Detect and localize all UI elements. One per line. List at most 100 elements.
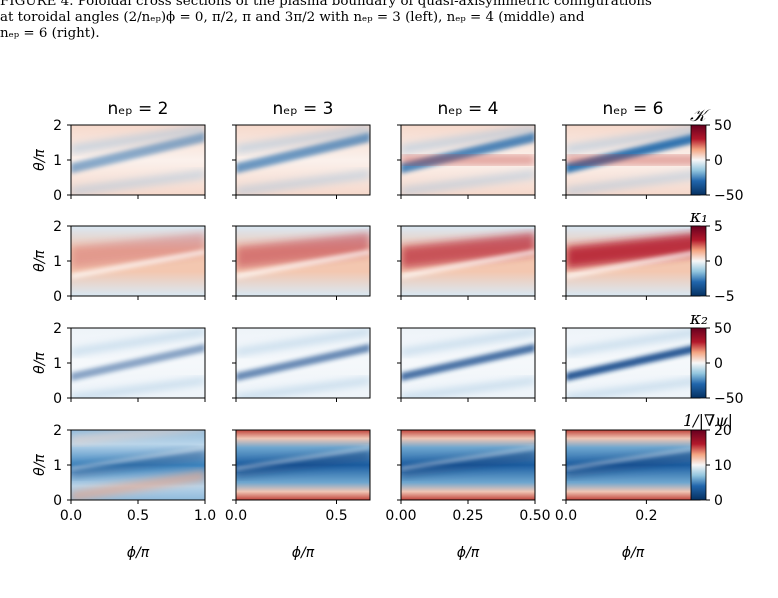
heatmap-panel-r3-c3: [401, 328, 535, 398]
heatmap-panel-r2-c3: [401, 226, 535, 296]
colorbar-quantity-label: κ₁: [689, 207, 708, 227]
colorbar-tick-label: 10: [714, 458, 732, 474]
deep-streak: [71, 448, 205, 478]
heatmap-panel-r2-c1: [71, 226, 205, 296]
colorbar-tick-label: 20: [714, 423, 732, 439]
y-axis-label: θ/π: [32, 250, 48, 272]
y-tick-label: 1: [53, 153, 62, 169]
deep-streak: [236, 448, 370, 478]
heatmap-panel-r4-c3: [401, 430, 535, 500]
heatmap-panel-r2-c4: [566, 226, 700, 296]
caption-line-3: nₑₚ = 6 (right).: [0, 26, 100, 41]
zero-line: [236, 249, 370, 279]
colorbar-tick-label: −50: [714, 188, 744, 204]
negative-streak: [236, 343, 370, 381]
faint-streak: [566, 170, 700, 195]
column-title: nₑₚ = 3: [272, 99, 333, 119]
faint-streak: [236, 170, 370, 195]
colorbar-tick-label: 0: [714, 153, 723, 169]
faint-streak: [401, 125, 535, 154]
faint-streak: [401, 377, 535, 398]
faint-streak: [566, 328, 700, 356]
deep-streak: [401, 448, 535, 478]
column-title: nₑₚ = 6: [602, 99, 663, 119]
faint-streak: [71, 430, 205, 445]
positive-streak: [566, 155, 700, 165]
colorbar-tick-label: −50: [714, 391, 744, 407]
colorbar-quantity-label: 1/|∇ψ|: [683, 411, 733, 430]
white-ridge: [71, 446, 205, 470]
faint-streak: [71, 125, 205, 154]
positive-region: [566, 232, 700, 269]
faint-streak: [236, 377, 370, 398]
heatmap-panel-r2-c2: [236, 226, 370, 296]
heatmap-panel-r1-c4: [566, 125, 700, 195]
white-ridge: [401, 446, 535, 470]
negative-streak: [71, 343, 205, 381]
zero-line: [566, 249, 700, 279]
y-tick-label: 1: [53, 458, 62, 474]
y-tick-label: 2: [53, 219, 62, 235]
colorbar: [690, 124, 707, 196]
figure-caption: FIGURE 4. Poloidal cross sections of the…: [0, 0, 778, 42]
heatmap-panel-r3-c2: [236, 328, 370, 398]
y-tick-label: 0: [53, 493, 62, 509]
colorbar: [690, 327, 707, 399]
heatmap-panel-r4-c4: [566, 430, 700, 500]
deep-streak: [566, 448, 700, 478]
caption-line-2: at toroidal angles (2/nₑₚ)ϕ = 0, π/2, π …: [0, 10, 585, 25]
y-tick-label: 1: [53, 356, 62, 372]
y-tick-label: 1: [53, 254, 62, 270]
heatmap-panel-r4-c1: [71, 430, 205, 500]
positive-streak: [71, 470, 205, 500]
x-tick-label: 0.0: [60, 508, 82, 524]
faint-streak: [71, 170, 205, 195]
y-axis-label: θ/π: [32, 352, 48, 374]
x-tick-label: 0.5: [127, 508, 149, 524]
faint-streak: [401, 328, 535, 356]
x-tick-label: 0.0: [225, 508, 247, 524]
y-tick-label: 2: [53, 321, 62, 337]
y-tick-label: 0: [53, 391, 62, 407]
positive-region: [236, 232, 370, 269]
heatmap-panel-r3-c4: [566, 328, 700, 398]
colorbar-quantity-label: 𝒦: [690, 106, 711, 126]
y-tick-label: 2: [53, 118, 62, 134]
positive-region: [401, 232, 535, 269]
faint-streak: [566, 125, 700, 154]
white-ridge: [566, 446, 700, 470]
colorbar-tick-label: 0: [714, 254, 723, 270]
negative-streak: [401, 343, 535, 381]
x-tick-label: 0.50: [519, 508, 550, 524]
negative-streak: [236, 131, 370, 174]
faint-streak: [236, 125, 370, 154]
colorbar-quantity-label: κ₂: [689, 309, 708, 329]
zero-line: [401, 249, 535, 279]
negative-streak: [566, 343, 700, 381]
colorbar-tick-label: 0: [714, 493, 723, 509]
heatmap-panel-r1-c3: [401, 125, 535, 195]
x-tick-label: 0.2: [635, 508, 657, 524]
white-ridge: [236, 446, 370, 470]
x-tick-label: 1.0: [194, 508, 216, 524]
y-tick-label: 0: [53, 289, 62, 305]
positive-region: [71, 232, 205, 269]
colorbar-tick-label: 5: [714, 219, 723, 235]
x-tick-label: 0.5: [325, 508, 347, 524]
x-axis-label: ϕ/π: [622, 545, 645, 561]
heatmap-panel-r4-c2: [236, 430, 370, 500]
y-tick-label: 2: [53, 423, 62, 439]
faint-streak: [401, 170, 535, 195]
x-axis-label: ϕ/π: [457, 545, 480, 561]
y-axis-label: θ/π: [32, 454, 48, 476]
negative-streak: [71, 131, 205, 174]
colorbar-tick-label: 50: [714, 321, 732, 337]
colorbar-tick-label: 0: [714, 356, 723, 372]
y-axis-label: θ/π: [32, 149, 48, 171]
x-tick-label: 0.00: [385, 508, 416, 524]
column-title: nₑₚ = 2: [107, 99, 168, 119]
colorbar-tick-label: 50: [714, 118, 732, 134]
heatmap-panel-r3-c1: [71, 328, 205, 398]
colorbar-tick-label: −5: [714, 289, 735, 305]
